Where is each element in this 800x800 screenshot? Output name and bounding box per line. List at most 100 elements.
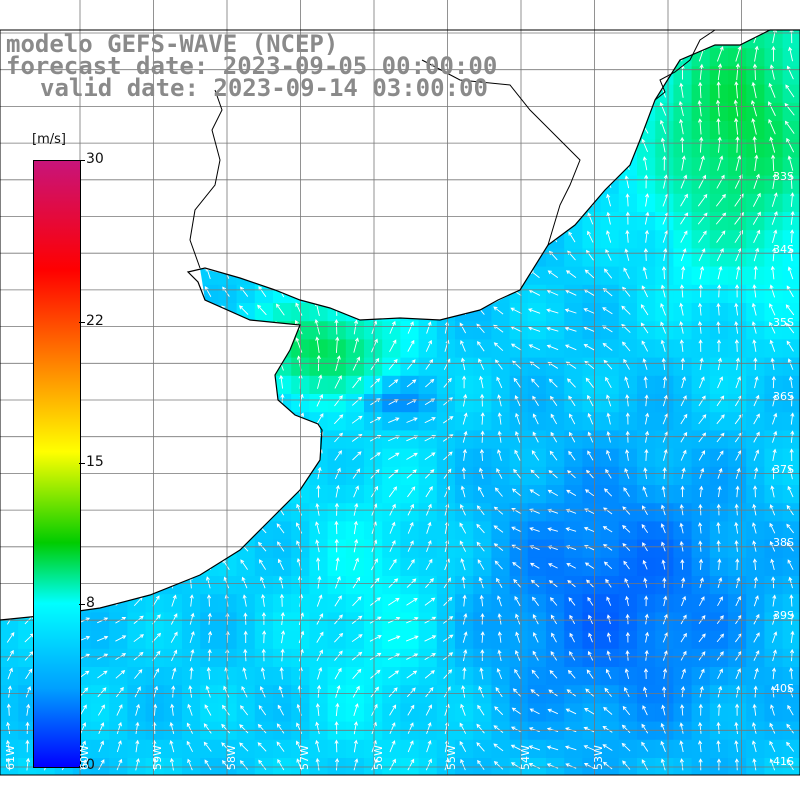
- wind-arrow: [564, 308, 577, 314]
- wind-arrow: [225, 630, 230, 643]
- wind-arrow: [790, 412, 795, 425]
- wind-arrow: [240, 705, 249, 716]
- wind-arrow: [787, 266, 794, 280]
- wind-arrow: [789, 30, 794, 44]
- wind-arrow: [406, 597, 418, 606]
- wind-arrow: [583, 762, 595, 769]
- wind-arrow: [734, 721, 739, 734]
- wind-arrow: [753, 229, 761, 244]
- wind-arrow: [717, 703, 722, 716]
- wind-arrow: [769, 339, 776, 352]
- wind-arrow: [752, 211, 761, 225]
- wind-arrow: [717, 136, 722, 153]
- wind-arrow: [334, 667, 342, 680]
- wind-arrow: [239, 760, 249, 770]
- wind-arrow: [353, 721, 358, 735]
- wind-arrow: [133, 651, 144, 661]
- wind-arrow: [388, 452, 400, 460]
- wind-arrow: [334, 450, 342, 461]
- wind-arrow: [352, 356, 361, 371]
- wind-arrow: [716, 46, 724, 62]
- wind-arrow: [587, 650, 594, 661]
- wind-arrow: [640, 304, 649, 316]
- wind-arrow: [623, 560, 630, 570]
- wind-arrow: [680, 614, 687, 625]
- longitude-label: 54W: [518, 745, 532, 770]
- wind-arrow: [424, 635, 437, 642]
- wind-arrow: [753, 595, 759, 607]
- colorbar-tick-label: 0: [86, 757, 95, 773]
- wind-arrow: [515, 613, 521, 625]
- wind-arrow: [569, 431, 576, 443]
- wind-arrow: [790, 192, 795, 207]
- wind-arrow: [787, 559, 794, 570]
- wind-arrow: [207, 630, 213, 643]
- wind-arrow: [698, 740, 703, 753]
- wind-arrow: [315, 739, 320, 753]
- wind-arrow: [460, 758, 466, 771]
- wind-arrow: [187, 758, 193, 771]
- wind-arrow: [679, 118, 684, 135]
- wind-arrow: [512, 688, 522, 697]
- wind-arrow: [698, 596, 705, 607]
- wind-arrow: [734, 302, 739, 316]
- wind-arrow: [188, 685, 193, 698]
- wind-arrow: [497, 394, 502, 407]
- wind-arrow: [334, 739, 339, 753]
- wind-arrow: [771, 211, 778, 225]
- wind-arrow: [497, 631, 502, 643]
- wind-arrow: [370, 577, 380, 589]
- wind-arrow: [510, 726, 522, 733]
- wind-arrow: [736, 685, 741, 698]
- wind-arrow: [587, 394, 594, 407]
- wind-arrow: [734, 740, 739, 753]
- wind-arrow: [493, 725, 504, 734]
- wind-arrow: [241, 685, 248, 698]
- wind-arrow: [335, 557, 340, 571]
- wind-arrow: [298, 612, 304, 625]
- wind-arrow: [643, 376, 648, 389]
- wind-arrow: [243, 630, 248, 643]
- wind-arrow: [353, 337, 359, 353]
- wind-arrow: [389, 704, 397, 716]
- wind-arrow: [698, 302, 703, 316]
- wind-arrow: [550, 614, 557, 625]
- wind-arrow: [186, 740, 194, 753]
- wind-arrow: [588, 632, 593, 643]
- wind-arrow: [771, 667, 777, 680]
- wind-arrow: [258, 285, 267, 298]
- wind-speed-cell: [527, 758, 547, 775]
- latitude-label: 36S: [773, 390, 794, 403]
- wind-arrow: [389, 722, 396, 734]
- wind-arrow: [680, 174, 688, 189]
- wind-arrow: [752, 63, 758, 80]
- wind-arrow: [6, 757, 11, 771]
- wind-arrow: [425, 687, 434, 698]
- wind-arrow: [529, 489, 540, 497]
- wind-arrow: [26, 703, 31, 716]
- wind-arrow: [335, 575, 341, 589]
- wind-arrow: [25, 721, 30, 734]
- wind-arrow: [407, 339, 415, 352]
- wind-arrow: [187, 703, 193, 716]
- wind-arrow: [752, 722, 757, 734]
- wind-arrow: [97, 687, 107, 698]
- wind-arrow: [352, 376, 362, 389]
- wind-arrow: [115, 670, 126, 679]
- wind-arrow: [680, 558, 685, 570]
- wind-arrow: [278, 576, 284, 589]
- wind-speed-cell: [782, 503, 800, 522]
- wind-arrow: [241, 576, 248, 589]
- wind-arrow: [186, 722, 193, 734]
- wind-arrow: [753, 357, 758, 371]
- wind-arrow: [587, 212, 594, 225]
- wind-arrow: [788, 46, 793, 62]
- wind-arrow: [588, 614, 593, 625]
- wind-arrow: [772, 394, 777, 407]
- wind-arrow: [389, 540, 396, 553]
- wind-arrow: [606, 230, 612, 243]
- wind-arrow: [351, 415, 363, 424]
- wind-arrow: [602, 744, 613, 751]
- wind-arrow: [514, 395, 521, 407]
